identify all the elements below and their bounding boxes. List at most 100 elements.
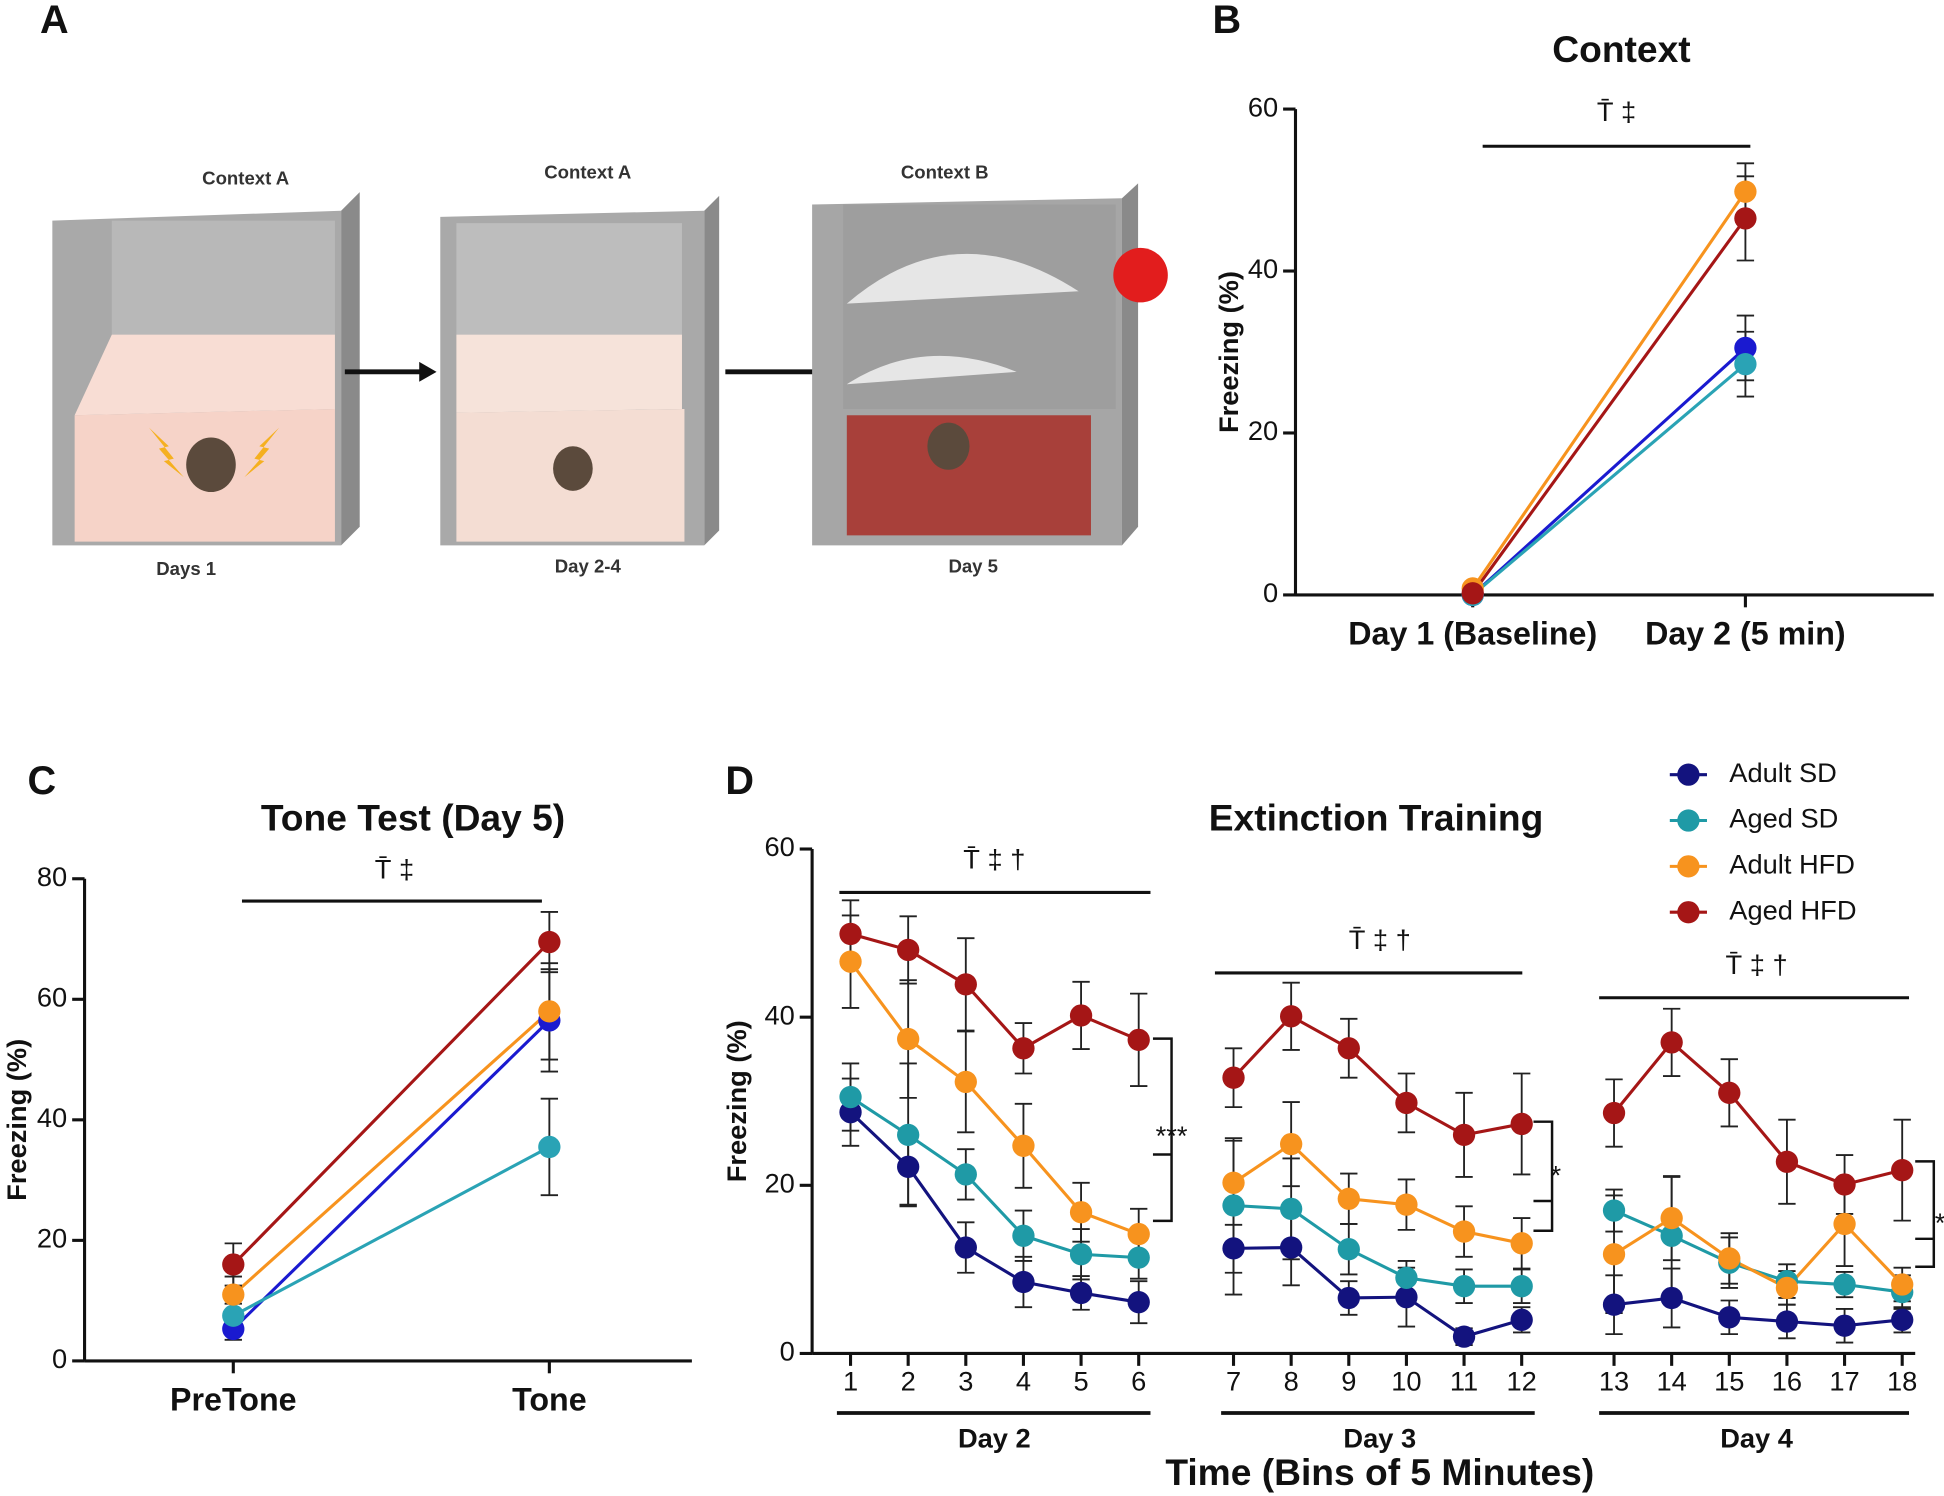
point <box>1280 1005 1303 1028</box>
legend-label: Adult HFD <box>1729 849 1855 880</box>
legend-marker <box>1677 809 1700 832</box>
point <box>839 950 862 973</box>
series-line <box>1471 217 1747 595</box>
x-tick-label: 3 <box>958 1365 973 1396</box>
point <box>1660 1031 1683 1054</box>
point <box>1660 1206 1683 1230</box>
series-line <box>1613 1296 1903 1328</box>
point <box>1452 1123 1476 1147</box>
mouse <box>553 446 593 491</box>
series-line <box>232 940 551 1266</box>
x-tick-label: 10 <box>1391 1365 1421 1396</box>
point <box>1602 1293 1626 1316</box>
point <box>1222 1171 1245 1194</box>
box-back <box>111 220 335 335</box>
series-line <box>1613 1209 1903 1294</box>
x-tick-label: 18 <box>1887 1365 1917 1396</box>
point <box>1012 1037 1035 1060</box>
point <box>1891 1308 1914 1331</box>
group-label: Day 3 <box>1343 1422 1416 1453</box>
series-line <box>1471 346 1747 597</box>
chart-title: Extinction Training <box>1209 796 1544 838</box>
significance: * <box>1550 1160 1561 1191</box>
y-axis-label: Freezing (%) <box>721 1020 752 1182</box>
point <box>1602 1243 1626 1266</box>
box-floor <box>846 415 1091 536</box>
x-tick-label: 4 <box>1016 1365 1031 1396</box>
point <box>1452 1325 1476 1348</box>
legend-marker <box>1677 763 1700 786</box>
day-label: Day 5 <box>948 556 998 577</box>
y-tick-label: 0 <box>780 1336 795 1367</box>
point <box>1069 1201 1093 1224</box>
point <box>1734 207 1757 230</box>
insert <box>846 355 1017 385</box>
point <box>1833 1314 1856 1337</box>
box-side <box>341 192 360 546</box>
x-tick-label: 15 <box>1714 1365 1744 1396</box>
point <box>222 1304 245 1327</box>
point <box>1127 1222 1150 1246</box>
panel-label: C <box>28 759 57 803</box>
point <box>1337 1037 1360 1060</box>
series-line <box>1232 1142 1523 1245</box>
legend-marker <box>1677 855 1700 878</box>
point <box>222 1253 245 1276</box>
day-label: Day 2-4 <box>555 556 622 577</box>
point <box>897 1155 920 1178</box>
point <box>839 1085 862 1109</box>
y-axis-label: Freezing (%) <box>1 1039 32 1201</box>
x-tick-label: 7 <box>1226 1365 1241 1396</box>
x-tick-label: 13 <box>1599 1365 1629 1396</box>
significance: * <box>1935 1207 1944 1238</box>
y-tick-label: 0 <box>52 1343 67 1374</box>
tone-icon <box>1113 247 1168 303</box>
significance-bracket <box>1533 1120 1554 1232</box>
series-line <box>1233 1203 1522 1288</box>
series-line <box>1613 1216 1904 1290</box>
point <box>954 1163 977 1186</box>
series-line <box>849 1095 1139 1260</box>
point <box>954 973 977 996</box>
point <box>1069 1281 1093 1305</box>
point <box>1069 1004 1093 1027</box>
series-line <box>232 1019 551 1331</box>
point <box>1222 1194 1245 1217</box>
annotation: T̄ ‡ † <box>963 844 1025 875</box>
y-tick-label: 0 <box>1263 577 1278 608</box>
legend-label: Aged SD <box>1729 803 1838 834</box>
x-tick-label: 14 <box>1657 1365 1687 1396</box>
arrow-head <box>419 361 437 382</box>
y-tick-label: 20 <box>37 1223 67 1254</box>
point <box>1775 1310 1799 1333</box>
point <box>538 1135 561 1159</box>
point <box>1775 1150 1799 1173</box>
point <box>1602 1101 1626 1125</box>
context-label: Context B <box>901 161 989 182</box>
y-tick-label: 40 <box>1248 253 1278 284</box>
context-label: Context A <box>544 161 631 182</box>
box-side <box>1121 183 1139 546</box>
series-line <box>232 1010 551 1296</box>
point <box>1395 1091 1418 1115</box>
x-tick-label: 17 <box>1829 1365 1859 1396</box>
point <box>1891 1273 1914 1296</box>
y-tick-label: 60 <box>764 831 794 862</box>
point <box>839 922 862 946</box>
box-side <box>704 195 720 546</box>
y-tick-label: 20 <box>1248 415 1278 446</box>
point <box>1069 1243 1093 1266</box>
point <box>1280 1132 1303 1156</box>
point <box>1718 1247 1741 1270</box>
x-tick-label: 6 <box>1131 1365 1146 1396</box>
annotation: T̄ ‡ † <box>1726 949 1788 980</box>
panel-label: A <box>40 0 69 42</box>
point <box>1452 1220 1476 1243</box>
significance-bracket <box>1152 1037 1173 1223</box>
chart-title: Context <box>1552 28 1690 70</box>
point <box>954 1236 977 1259</box>
point <box>1395 1285 1418 1309</box>
mouse <box>186 437 236 493</box>
x-tick-label: 8 <box>1284 1365 1299 1396</box>
box-floor <box>456 334 682 413</box>
